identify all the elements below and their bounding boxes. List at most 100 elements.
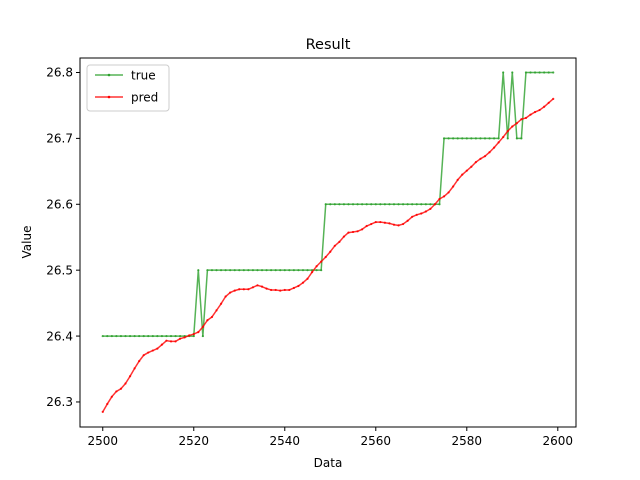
data-point [361,228,364,231]
data-point [379,203,382,206]
data-point [342,203,346,206]
data-point [274,288,277,292]
data-point [124,334,127,338]
y-tick-label: 26.5 [46,263,73,277]
data-point [292,286,295,290]
data-point [192,334,195,338]
chart-title: Result [306,37,351,53]
data-point [201,325,204,328]
y-tick-label: 26.4 [46,329,73,343]
data-point [301,269,305,272]
series-line-true [102,71,554,337]
x-axis-label: Data [314,456,343,470]
data-point [156,347,159,350]
data-point [547,101,550,104]
data-point [110,334,113,338]
data-point [274,269,277,272]
data-point [533,110,537,114]
y-axis-ticks: 26.3 26.4 26.5 26.6 26.7 26.8 [46,66,80,409]
data-point [260,269,264,272]
data-point [370,203,373,206]
data-point [520,137,523,140]
data-point [483,137,487,140]
data-point [379,220,382,224]
data-point [238,288,241,291]
data-point [429,203,432,206]
legend-marker-pred [107,95,111,99]
data-point [242,269,245,272]
data-point [429,207,432,210]
data-point [524,116,528,120]
data-point [119,334,123,338]
data-point [128,375,132,378]
data-point [247,269,250,272]
data-point [333,244,336,247]
data-point [401,222,405,226]
data-point [452,137,455,140]
data-point [397,203,400,206]
data-point [256,269,259,272]
data-point [365,224,368,228]
data-point [106,334,109,338]
data-point [515,137,518,140]
data-point [347,203,350,206]
data-point [529,113,532,116]
x-tick-label: 2600 [543,434,574,448]
data-point [415,213,418,216]
data-point [388,203,391,206]
data-point [174,340,177,343]
data-point [442,195,446,198]
data-point [138,360,141,363]
data-point [215,269,218,272]
data-point [383,203,386,206]
data-point [420,212,423,215]
data-point [397,224,400,227]
data-point [552,71,555,74]
data-point [356,203,359,206]
legend-label-pred: pred [131,91,158,105]
data-point [133,334,136,338]
data-point [174,334,177,338]
data-point [324,203,327,206]
data-point [288,269,291,272]
data-point [438,197,441,201]
data-point [511,125,514,128]
data-point [465,169,468,172]
data-point [415,203,418,206]
data-point [424,203,427,206]
data-point [538,71,541,74]
data-point [210,315,214,319]
data-point [101,334,104,338]
data-point [270,269,273,272]
data-point [147,351,150,354]
series-layer [101,71,555,413]
data-point [351,203,355,206]
data-point [256,284,259,287]
data-point [470,165,473,168]
data-point [242,288,245,291]
data-point [106,402,109,406]
data-point [133,367,136,370]
y-tick-label: 26.6 [46,197,73,211]
data-point [297,269,300,272]
data-point [406,203,409,206]
data-point [461,173,464,176]
data-point [447,191,450,194]
data-point [502,135,505,139]
data-point [279,269,282,272]
data-point [401,203,405,206]
data-point [138,334,141,338]
data-point [142,354,145,357]
data-point [361,203,364,206]
data-point [315,265,318,268]
data-point [529,71,532,74]
data-point [543,105,546,108]
data-point [197,331,200,334]
data-point [238,269,241,272]
data-point [219,269,223,272]
data-point [188,334,191,337]
data-point [502,71,505,74]
data-point [169,340,173,343]
data-point [515,122,518,125]
